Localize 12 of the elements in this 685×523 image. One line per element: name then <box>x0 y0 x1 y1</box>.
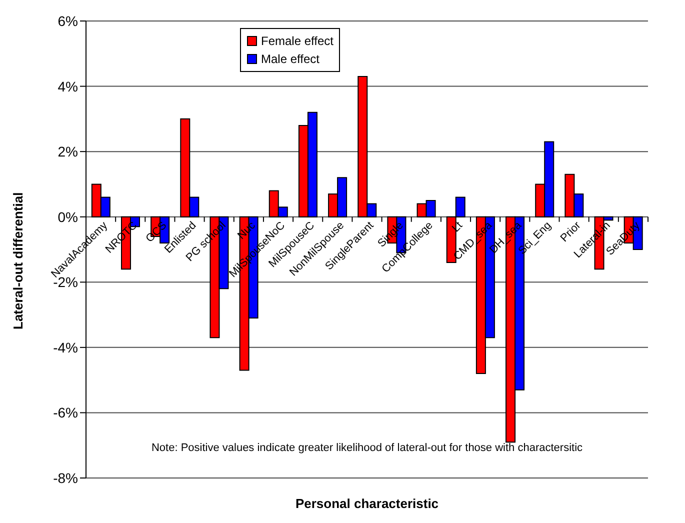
legend-label: Female effect <box>261 33 334 50</box>
y-tick-label: 4% <box>58 78 78 94</box>
y-axis-title: Lateral-out differential <box>10 192 26 330</box>
y-tick-label: -6% <box>53 404 78 421</box>
y-tick-label: 2% <box>58 144 78 160</box>
annotation: Note: Positive values indicate greater likelihood of lateral-out for those with charactersitic <box>150 442 584 454</box>
y-tick-label: -4% <box>53 339 78 356</box>
legend-label: Male effect <box>261 51 320 68</box>
x-axis-title: Personal characteristic <box>295 496 439 511</box>
y-tick-label: 6% <box>58 12 78 29</box>
y-tick-label: -8% <box>53 470 78 486</box>
y-tick-label: 0% <box>58 208 78 225</box>
